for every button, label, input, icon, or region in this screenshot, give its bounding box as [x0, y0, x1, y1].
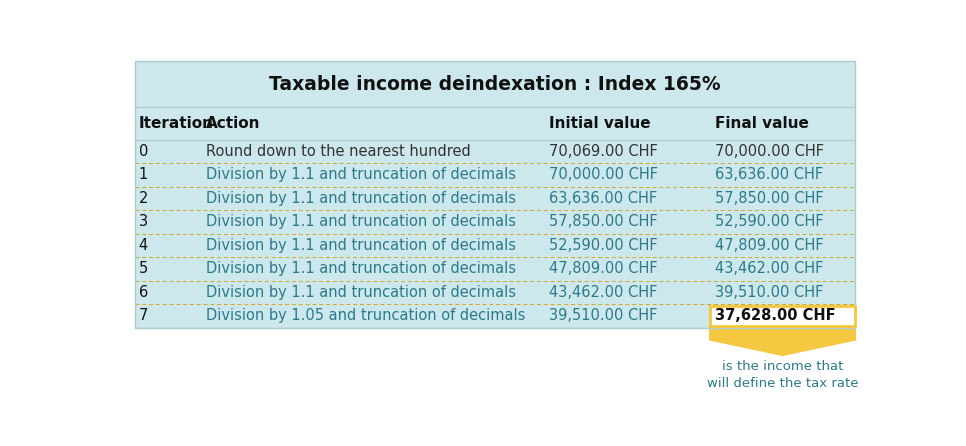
Text: is the income that: is the income that [722, 360, 843, 373]
Text: Action: Action [206, 116, 261, 131]
Text: 57,850.00 CHF: 57,850.00 CHF [550, 215, 658, 229]
Text: 52,590.00 CHF: 52,590.00 CHF [550, 238, 658, 253]
Text: Division by 1.1 and truncation of decimals: Division by 1.1 and truncation of decima… [206, 261, 516, 277]
Text: 57,850.00 CHF: 57,850.00 CHF [715, 191, 824, 206]
Text: Division by 1.05 and truncation of decimals: Division by 1.05 and truncation of decim… [206, 308, 526, 323]
Text: 1: 1 [138, 168, 148, 182]
Text: will define the tax rate: will define the tax rate [707, 377, 859, 390]
Text: Iteration: Iteration [138, 116, 213, 131]
Text: 70,000.00 CHF: 70,000.00 CHF [715, 144, 824, 159]
Text: 37,628.00 CHF: 37,628.00 CHF [715, 308, 836, 323]
Text: Division by 1.1 and truncation of decimals: Division by 1.1 and truncation of decima… [206, 285, 516, 300]
Text: 5: 5 [138, 261, 148, 277]
Text: Division by 1.1 and truncation of decimals: Division by 1.1 and truncation of decima… [206, 191, 516, 206]
Text: Final value: Final value [715, 116, 810, 131]
Text: 43,462.00 CHF: 43,462.00 CHF [715, 261, 824, 277]
Text: 47,809.00 CHF: 47,809.00 CHF [715, 238, 824, 253]
Text: 4: 4 [138, 238, 148, 253]
Text: Taxable income deindexation : Index 165%: Taxable income deindexation : Index 165% [270, 75, 721, 94]
Text: 52,590.00 CHF: 52,590.00 CHF [715, 215, 824, 229]
Text: 70,000.00 CHF: 70,000.00 CHF [550, 168, 658, 182]
Text: 70,069.00 CHF: 70,069.00 CHF [550, 144, 658, 159]
Text: Initial value: Initial value [550, 116, 651, 131]
Polygon shape [710, 306, 856, 355]
Text: Division by 1.1 and truncation of decimals: Division by 1.1 and truncation of decima… [206, 168, 516, 182]
Text: 39,510.00 CHF: 39,510.00 CHF [715, 285, 824, 300]
Text: 47,809.00 CHF: 47,809.00 CHF [550, 261, 658, 277]
Bar [134, 61, 856, 328]
Text: Round down to the nearest hundred: Round down to the nearest hundred [206, 144, 470, 159]
Text: 37,628.00 CHF: 37,628.00 CHF [715, 308, 836, 323]
Text: Division by 1.1 and truncation of decimals: Division by 1.1 and truncation of decima… [206, 215, 516, 229]
Text: 39,510.00 CHF: 39,510.00 CHF [550, 308, 658, 323]
Text: 6: 6 [138, 285, 148, 300]
Text: 2: 2 [138, 191, 148, 206]
Bar [710, 306, 856, 326]
Bar [710, 306, 856, 326]
Text: 63,636.00 CHF: 63,636.00 CHF [715, 168, 823, 182]
Text: Division by 1.1 and truncation of decimals: Division by 1.1 and truncation of decima… [206, 238, 516, 253]
Text: 3: 3 [138, 215, 148, 229]
Text: 0: 0 [138, 144, 148, 159]
Text: 7: 7 [138, 308, 148, 323]
Bar [134, 61, 856, 328]
Text: 43,462.00 CHF: 43,462.00 CHF [550, 285, 658, 300]
Text: 63,636.00 CHF: 63,636.00 CHF [550, 191, 658, 206]
